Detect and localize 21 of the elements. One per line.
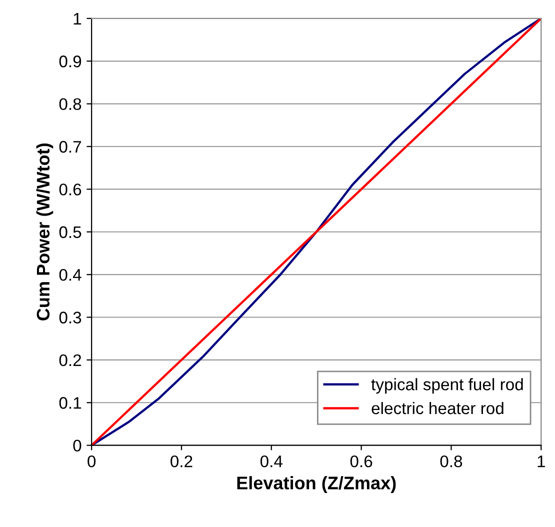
legend-label: electric heater rod xyxy=(372,402,504,414)
legend-label: typical spent fuel rod xyxy=(371,378,523,394)
y-tick-label: 0.1 xyxy=(59,397,82,409)
x-tick-label: 0.6 xyxy=(350,455,372,468)
x-tick-label: 0 xyxy=(88,455,96,468)
y-tick-label: 1 xyxy=(74,13,82,24)
y-tick-label: 0.6 xyxy=(59,184,82,196)
y-tick-label: 0.4 xyxy=(59,268,82,281)
y-tick-label: 0.5 xyxy=(59,226,82,238)
y-tick-label: 0 xyxy=(73,440,82,452)
y-tick-label: 0.7 xyxy=(59,140,82,153)
x-axis-title: Elevation (Z/Zmax) xyxy=(237,476,396,493)
y-axis-title: Cum Power (W/Wtot) xyxy=(36,144,54,320)
x-tick-label: 0.8 xyxy=(440,455,462,468)
y-tick-label: 0.2 xyxy=(59,354,82,366)
x-tick-label: 0.2 xyxy=(170,455,192,468)
y-tick-label: 0.8 xyxy=(59,98,82,110)
x-tick-label: 1 xyxy=(538,456,545,468)
y-tick-label: 0.9 xyxy=(59,56,82,68)
y-tick-label: 0.3 xyxy=(59,312,82,324)
x-tick-label: 0.4 xyxy=(260,455,282,468)
